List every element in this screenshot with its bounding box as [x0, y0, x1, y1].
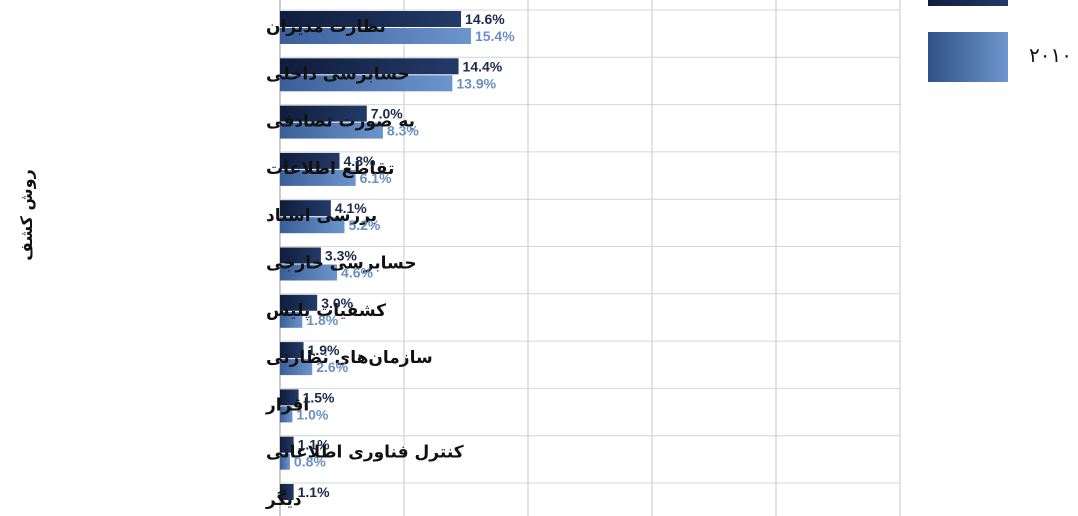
bar-s1-10 [280, 484, 294, 500]
data-label-s1-1: 14.4% [463, 58, 503, 74]
data-label-s1-9: 1.1% [298, 437, 330, 453]
bar-s2-3 [280, 169, 356, 186]
data-label-s1-6: 3.0% [321, 295, 353, 311]
data-label-s2-3: 6.1% [360, 170, 392, 186]
bar-s1-7 [280, 342, 304, 359]
bar-s1-1 [280, 58, 459, 75]
bar-s2-2 [280, 122, 383, 139]
bar-s2-9 [280, 453, 290, 470]
data-label-s1-8: 1.5% [303, 389, 335, 405]
data-label-s1-2: 7.0% [371, 106, 403, 122]
data-label-s2-1: 13.9% [456, 75, 496, 91]
legend-swatch-series-1 [928, 0, 1008, 6]
category-label-8: اقرار [265, 395, 309, 415]
data-label-s2-6: 1.8% [306, 312, 338, 328]
legend: ۲۰۱۰ [928, 0, 1072, 82]
bar-s1-0 [280, 11, 462, 27]
grid-lines [279, 0, 901, 516]
data-label-s2-7: 2.6% [316, 359, 348, 375]
bar-s1-6 [280, 294, 318, 311]
data-label-s1-3: 4.8% [344, 153, 376, 169]
bar-s1-2 [280, 105, 367, 122]
bar-s2-4 [280, 217, 345, 234]
data-label-s1-7: 1.9% [308, 342, 340, 358]
data-label-s2-5: 4.6% [341, 265, 373, 281]
category-label-5: حسابرسی خارجی [266, 254, 417, 274]
data-label-s1-5: 3.3% [325, 248, 357, 264]
category-label-2: به صورت تصادفی [266, 112, 415, 132]
bar-s1-4 [280, 200, 331, 217]
category-label-4: بررسی اسناد [266, 206, 377, 226]
bar-s2-7 [280, 359, 313, 376]
bar-s2-8 [280, 406, 293, 423]
bar-s1-5 [280, 247, 321, 264]
labels-group: نظارت مدیران 14.6%15.4% حسابرسی داخلی 14.4%… [265, 11, 515, 510]
bar-s2-5 [280, 264, 338, 281]
data-label-s1-0: 14.6% [465, 11, 505, 27]
data-label-s2-8: 1.0% [296, 406, 328, 422]
data-label-s2-2: 8.3% [387, 123, 419, 139]
data-label-s1-4: 4.1% [335, 200, 367, 216]
data-label-s2-9: 0.8% [294, 454, 326, 470]
category-label-9: کنترل فناوری اطلاعاتی [266, 443, 464, 463]
data-label-s2-0: 15.4% [475, 28, 515, 44]
category-label-0: نظارت مدیران [266, 17, 386, 37]
bar-s1-3 [280, 152, 340, 169]
bar-s2-6 [280, 311, 303, 328]
legend-label-series-2: ۲۰۱۰ [1029, 43, 1072, 67]
category-label-7: سازمان‌های نظارتی [266, 348, 433, 368]
bar-s1-9 [280, 436, 294, 453]
bars-group [280, 11, 471, 500]
bar-s1-8 [280, 389, 299, 406]
category-label-1: حسابرسی داخلی [266, 64, 410, 84]
legend-swatch-series-2 [928, 32, 1008, 82]
category-label-3: تقاطع اطلاعات [266, 159, 394, 179]
category-label-6: کشفیات پلیس [266, 301, 386, 321]
bar-s2-1 [280, 75, 453, 92]
data-label-s2-4: 5.2% [348, 217, 380, 233]
data-label-s1-10: 1.1% [298, 484, 330, 500]
y-axis-label: روش کشف [17, 169, 36, 260]
category-label-10: دیگر [265, 489, 302, 510]
bar-s2-0 [280, 28, 471, 44]
